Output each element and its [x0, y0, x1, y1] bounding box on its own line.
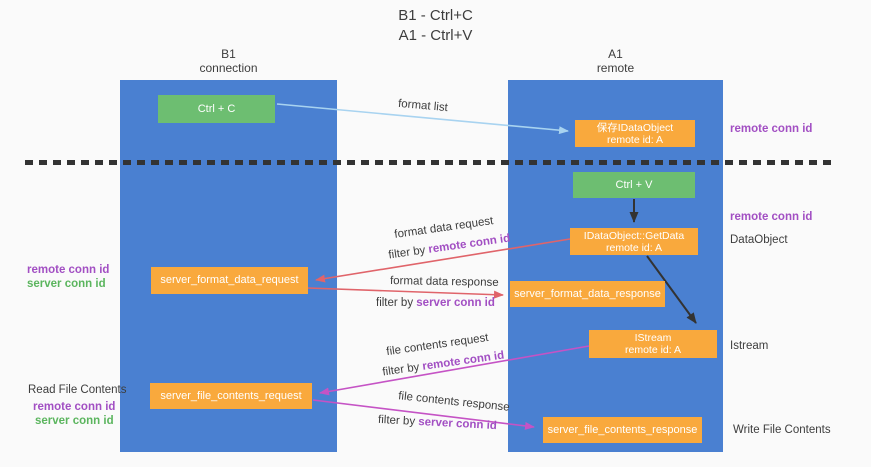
- server-file-contents-response-node: server_file_contents_response: [543, 417, 702, 443]
- filter-keyword-server-conn-id: server conn id: [416, 297, 495, 309]
- phase-divider-dashed-line: [25, 160, 833, 165]
- istream-line2: remote id: A: [624, 344, 682, 356]
- server-format-data-request-label: server_format_data_request: [160, 274, 299, 286]
- left-bottom-remote-conn-id-label: remote conn id: [33, 401, 116, 413]
- write-file-contents-label: Write File Contents: [733, 424, 831, 436]
- title-line-2: A1 - Ctrl+V: [398, 27, 473, 44]
- left-server-conn-id-label: server conn id: [27, 278, 106, 290]
- left-remote-conn-id-label: remote conn id: [27, 264, 110, 276]
- title-line-1: B1 - Ctrl+C: [398, 7, 473, 24]
- right-remote-conn-id-mid-label: remote conn id: [730, 211, 813, 223]
- format-list-label: format list: [397, 97, 449, 115]
- format-data-response-arrow: [307, 287, 504, 299]
- right-column-role: remote: [596, 61, 635, 75]
- server-file-contents-request-label: server_file_contents_request: [160, 389, 302, 402]
- istream-line1: IStream: [634, 332, 672, 344]
- left-column-header: B1 connection: [120, 47, 337, 75]
- diagram-title: B1 - Ctrl+C A1 - Ctrl+V: [0, 6, 871, 46]
- left-column-role: connection: [199, 61, 258, 75]
- server-file-contents-response-label: server_file_contents_response: [547, 423, 698, 436]
- istream-node: IStream remote id: A: [589, 330, 717, 358]
- right-column-header: A1 remote: [508, 47, 723, 75]
- server-format-data-response-label: server_format_data_response: [514, 287, 661, 300]
- ctrl-v-node: Ctrl + V: [573, 172, 695, 198]
- save-idataobject-line1: 保存IDataObject: [596, 121, 674, 134]
- server-file-contents-request-node: server_file_contents_request: [150, 383, 312, 409]
- filter-prefix: filter by: [376, 297, 414, 309]
- right-column-name: A1: [608, 47, 623, 61]
- save-idataobject-node: 保存IDataObject remote id: A: [575, 120, 695, 147]
- getdata-line1: IDataObject::GetData: [583, 229, 685, 242]
- left-column-name: B1: [221, 47, 236, 61]
- filter-keyword-server-conn-id: server conn id: [417, 416, 498, 433]
- file-contents-response-filter-label: filter by server conn id: [378, 414, 497, 432]
- idataobject-getdata-node: IDataObject::GetData remote id: A: [570, 228, 698, 255]
- ctrl-c-node: Ctrl + C: [158, 95, 275, 123]
- filter-prefix: filter by: [387, 244, 427, 262]
- getdata-line2: remote id: A: [605, 241, 663, 254]
- dataobject-label: DataObject: [730, 234, 788, 246]
- filter-keyword-remote-conn-id: remote conn id: [427, 232, 511, 256]
- format-data-response-filter-label: filter by server conn id: [376, 297, 495, 309]
- istream-side-label: Istream: [730, 340, 769, 352]
- server-format-data-response-node: server_format_data_response: [510, 281, 665, 307]
- ctrl-v-label: Ctrl + V: [615, 178, 653, 191]
- filter-keyword-remote-conn-id: remote conn id: [421, 349, 505, 373]
- left-bottom-server-conn-id-label: server conn id: [35, 415, 114, 427]
- filter-prefix: filter by: [381, 361, 421, 379]
- format-data-response-label: format data response: [389, 275, 499, 289]
- filter-prefix: filter by: [377, 413, 416, 428]
- right-remote-conn-id-top-label: remote conn id: [730, 123, 813, 135]
- server-format-data-request-node: server_format_data_request: [151, 267, 308, 294]
- file-contents-response-label: file contents response: [397, 390, 511, 414]
- ctrl-c-label: Ctrl + C: [197, 102, 236, 115]
- read-file-contents-label: Read File Contents: [28, 384, 127, 396]
- save-idataobject-line2: remote id: A: [606, 133, 664, 146]
